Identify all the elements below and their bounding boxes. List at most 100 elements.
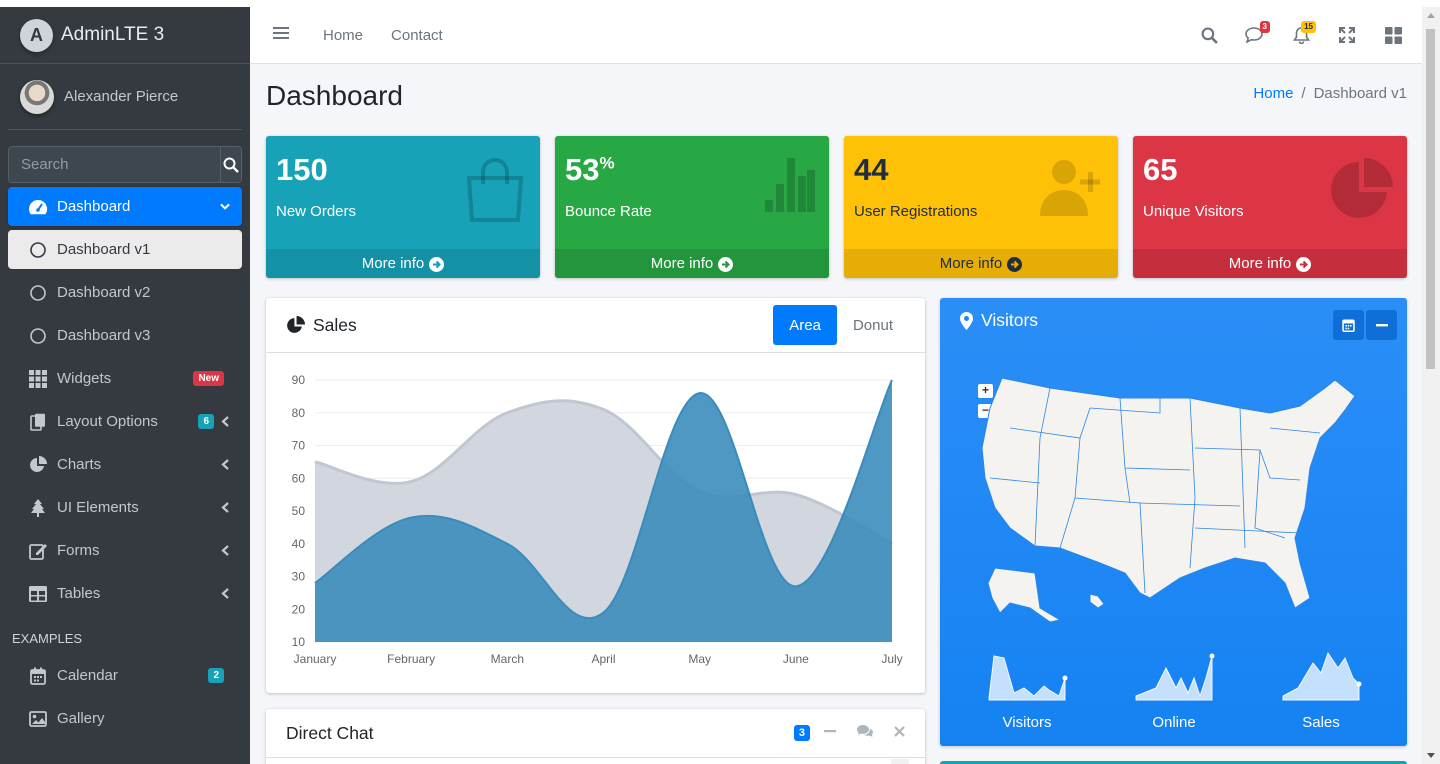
scroll-up-arrow-icon[interactable] [1427,13,1435,18]
breadcrumb-home-link[interactable]: Home [1253,85,1294,102]
nav-ui-elements[interactable]: UI Elements [8,488,242,527]
small-box-more-info-link[interactable]: More info [266,249,540,278]
copy-icon [28,412,48,432]
nav-dashboard-v1[interactable]: Dashboard v1 [8,230,242,269]
sparkline-label-sales: Sales [1302,714,1340,731]
notifications-dropdown[interactable]: 15 [1278,15,1324,55]
person-add-icon [1040,158,1104,221]
top-nav-home-link[interactable]: Home [323,26,364,44]
direct-chat-scrollbar-stub [891,759,909,764]
scroll-down-arrow-icon[interactable] [1427,753,1435,758]
small-box-more-info-link[interactable]: More info [1133,249,1407,278]
nav-layout-options[interactable]: Layout Options 6 [8,402,242,441]
brand-link[interactable]: A AdminLTE 3 [0,7,250,64]
visitors-card-header: Visitors [940,298,1407,343]
sparkline-endpoint [1356,681,1362,687]
small-box-more-info-link[interactable]: More info [844,249,1118,278]
visitors-card-tools [1331,310,1397,340]
nav-gallery[interactable]: Gallery [8,699,242,738]
user-panel[interactable]: Alexander Pierce [8,64,242,130]
y-tick-label: 70 [292,439,306,453]
pie-graph-icon [1331,158,1393,225]
sidebar-search [8,146,242,183]
widgets-new-badge: New [193,371,224,386]
breadcrumb: Home / Dashboard v1 [1253,85,1407,102]
sales-chart-tabs: Area Donut [773,305,909,345]
small-box-value: 65 [1143,152,1178,187]
sidebar-search-button[interactable] [220,147,241,182]
page-scrollbar[interactable] [1422,7,1440,764]
arrow-circle-right-icon [1007,257,1023,272]
small-box-value-number: 53 [565,152,600,187]
nav-charts[interactable]: Charts [8,445,242,484]
nav-label: Dashboard [57,198,131,215]
direct-chat-card: Direct Chat 3 [266,709,925,764]
sales-card: Sales Area Donut 10 20 30 40 50 60 70 80 90 Janua… [266,298,925,693]
nav-widgets[interactable]: Widgets New [8,359,242,398]
calendar-icon [1342,319,1355,332]
sparkline-2 [1282,651,1360,701]
tree-icon [28,498,48,518]
nav-dashboard-v3[interactable]: Dashboard v3 [8,316,242,355]
comments-icon [857,724,873,737]
usa-map[interactable] [940,368,1407,628]
collapse-button[interactable] [1366,310,1397,340]
daterange-button[interactable] [1333,310,1364,340]
nav-forms[interactable]: Forms [8,531,242,570]
shopping-bag-icon [464,158,526,227]
series-1-area[interactable] [315,380,892,642]
control-sidebar-button[interactable] [1370,15,1416,55]
small-box-more-info-link[interactable]: More info [555,249,829,278]
tab-area[interactable]: Area [773,305,837,345]
sales-card-header: Sales Area Donut [266,298,925,353]
brand-text: AdminLTE 3 [61,24,165,45]
circle-icon [28,326,48,346]
map-zoom-in-button[interactable]: + [978,384,993,398]
nav-label: Layout Options [57,413,158,430]
navbar-search-button[interactable] [1186,15,1232,55]
y-tick-label: 80 [292,406,306,420]
scrollbar-thumb[interactable] [1426,29,1435,369]
close-icon [894,726,905,737]
sidebar-search-input[interactable] [9,147,220,182]
remove-button[interactable] [894,724,905,742]
small-box-label: Unique Visitors [1143,203,1244,220]
breadcrumb-current: Dashboard v1 [1313,85,1407,102]
direct-chat-tools: 3 [793,724,905,743]
x-tick-label: February [387,652,435,666]
tab-donut[interactable]: Donut [852,316,893,334]
sparkline-endpoint [1062,675,1068,681]
x-tick-label: April [591,652,615,666]
x-tick-label: May [688,652,711,666]
collapse-button[interactable] [824,724,836,742]
arrow-circle-right-icon [1296,257,1312,272]
x-tick-label: January [294,652,337,666]
chevron-left-icon [220,459,230,470]
stats-bars-icon [765,158,815,217]
y-tick-label: 10 [292,635,306,649]
nav-calendar[interactable]: Calendar 2 [8,656,242,695]
y-tick-label: 40 [292,537,306,551]
nav-label: Forms [57,542,100,559]
top-nav-contact-link[interactable]: Contact [391,26,443,44]
small-box-value-suffix: % [599,153,615,173]
messages-dropdown[interactable]: 3 [1232,15,1278,55]
sparkline-label-visitors: Visitors [1002,714,1052,731]
nav-dashboard[interactable]: Dashboard [8,187,242,226]
layout-count-badge: 6 [198,414,214,429]
th-grid-icon [28,369,48,389]
search-icon [223,157,239,173]
nav-dashboard-v2[interactable]: Dashboard v2 [8,273,242,312]
contacts-button[interactable] [856,724,874,743]
fullscreen-button[interactable] [1324,15,1370,55]
small-box-new-orders: 150 New Orders More info [266,136,540,278]
small-box-unique-visitors: 65 Unique Visitors More info [1133,136,1407,278]
user-name[interactable]: Alexander Pierce [64,88,179,105]
main-header: Home Contact 3 15 [250,7,1422,64]
sparkline-endpoint [1209,653,1215,659]
nav-label: Gallery [57,710,105,727]
direct-chat-title: Direct Chat [286,722,374,743]
sparkline-1 [1135,655,1213,701]
nav-tables[interactable]: Tables [8,574,242,613]
menu-toggle-button[interactable] [273,26,293,45]
